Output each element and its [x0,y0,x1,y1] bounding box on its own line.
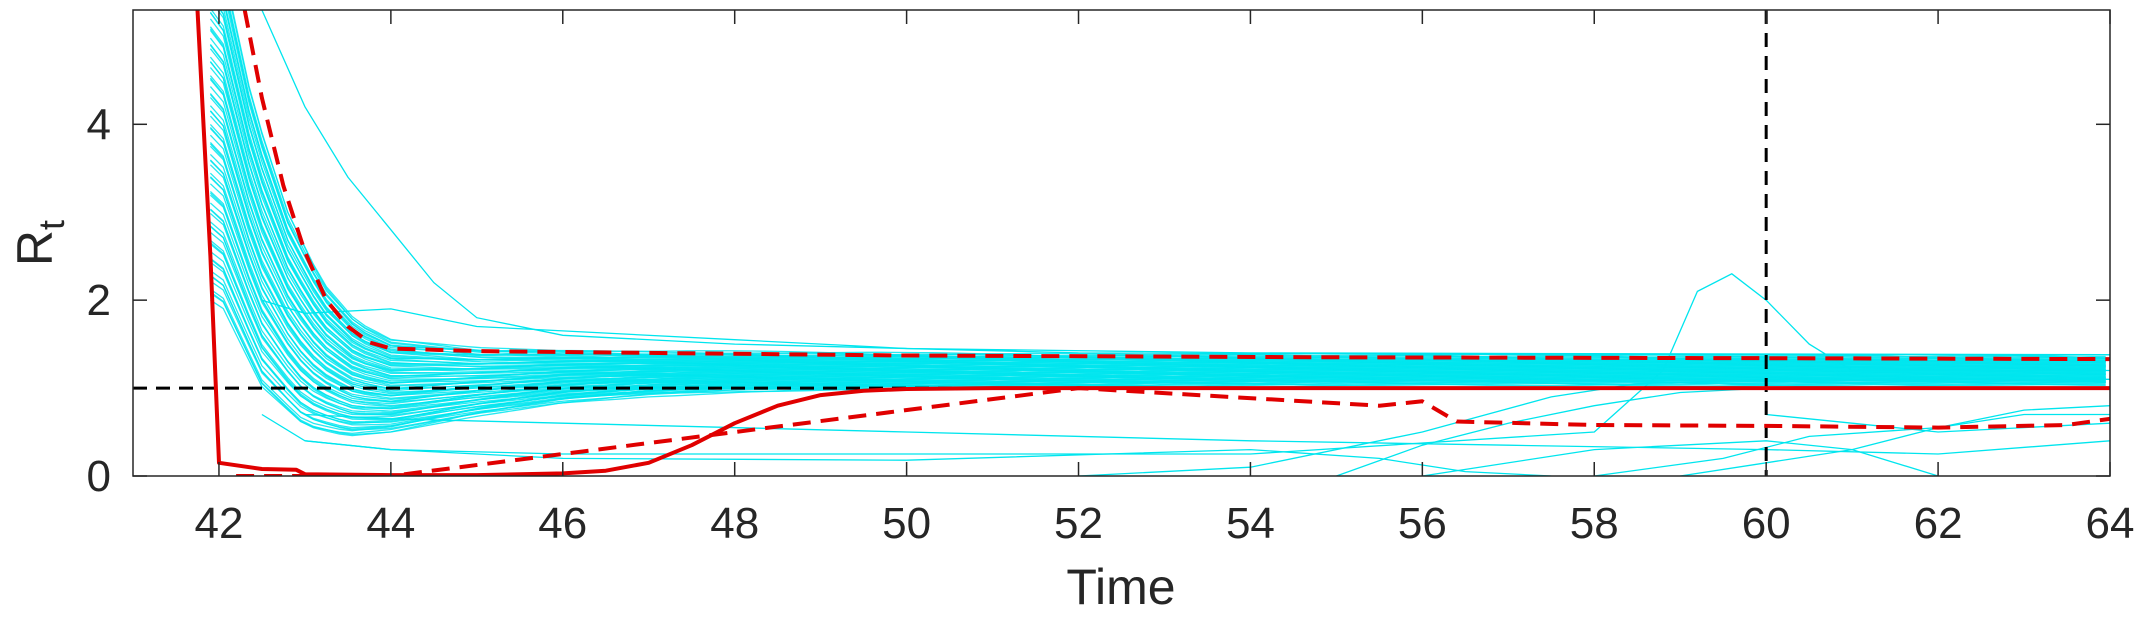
sample-curve-outlier [261,413,1552,476]
y-axis-label-main: R [7,230,63,266]
y-tick-label: 2 [87,276,111,325]
plot-frame [132,9,2111,477]
y-axis-label: Rt [7,220,72,266]
sample-curve-outlier [1422,440,1939,476]
x-tick-label: 46 [538,499,587,548]
sample-curve-outlier [304,413,2110,455]
x-axis-label: Time [1066,559,1175,615]
x-tick-label: 52 [1054,499,1103,548]
sample-curve-outlier [1594,413,2110,476]
x-tick-label: 50 [882,499,931,548]
series-lower-bound [236,386,2110,476]
sample-curve [209,145,2106,393]
sample-curve [209,115,2106,384]
x-tick-label: 42 [194,499,243,548]
x-tick-label: 64 [2086,499,2135,548]
x-tick-label: 56 [1398,499,1447,548]
reference-lines-group [133,10,2110,476]
x-tick-label: 54 [1226,499,1275,548]
sample-curve [216,10,2106,365]
sample-curve [209,194,2106,407]
sample-curve-outlier [304,273,2110,455]
y-axis-label-subscript: t [31,220,72,230]
sample-curve [209,213,2106,410]
sample-curve [209,48,2106,370]
x-tick-label: 62 [1914,499,1963,548]
series-upper-bound [242,10,2110,362]
series-median [195,10,2110,476]
x-tick-label: 58 [1570,499,1619,548]
x-tick-label: 60 [1742,499,1791,548]
sample-curve [209,97,2106,380]
x-tick-label: 48 [710,499,759,548]
y-tick-label: 0 [87,452,111,501]
series-group [195,10,2110,476]
y-tick-label: 4 [87,100,111,149]
sample-curve-outlier [1680,405,2110,476]
ticks-group: 42 44 46 48 50 52 54 56 58 60 62 64 0 2 4 [87,10,2135,548]
sample-curve [224,10,2106,364]
x-tick-label: 44 [366,499,415,548]
sample-curve [210,261,2106,424]
sample-curves-group [209,10,2110,476]
